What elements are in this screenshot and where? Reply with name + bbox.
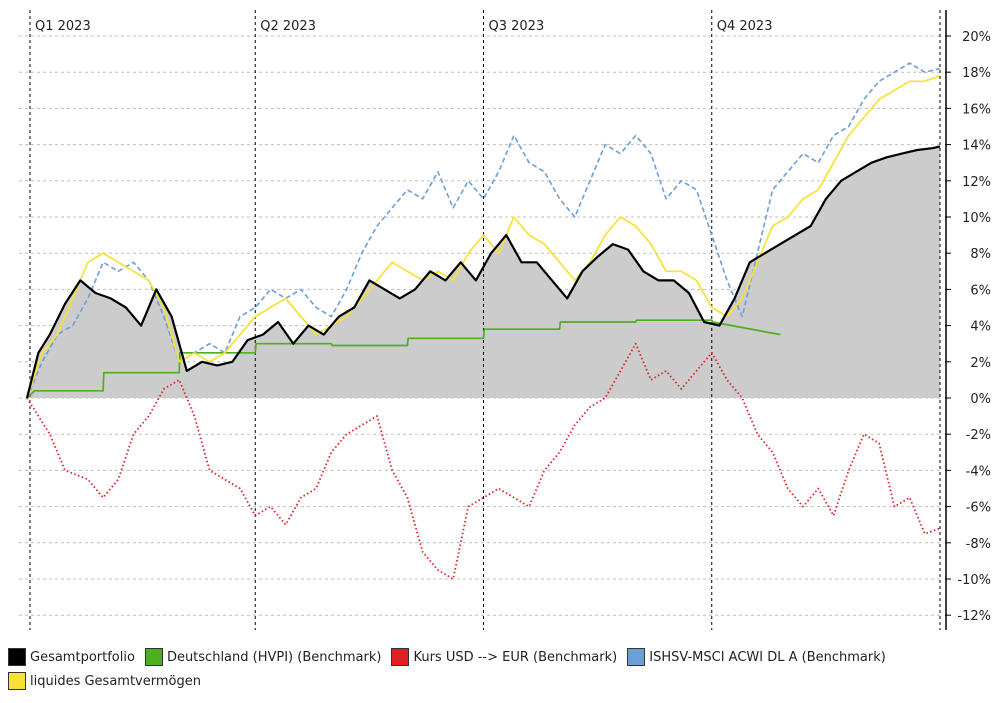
y-tick-label: 14% bbox=[962, 139, 991, 154]
series-line bbox=[26, 342, 941, 580]
axis-layer: 20% 18% 16% 14% 12% 10% 8% 6% 4% 2% 0% -2% -4% -6% -8%… bbox=[939, 10, 991, 630]
legend: Gesamtportfolio Deutschland (HVPI) (Bench… bbox=[8, 646, 993, 694]
legend-label: Gesamtportfolio bbox=[30, 649, 135, 665]
y-tick-label: -12% bbox=[957, 609, 991, 624]
quarter-label: Q1 2023 bbox=[35, 19, 91, 34]
y-tick-label: -10% bbox=[957, 573, 991, 588]
y-tick-label: 10% bbox=[962, 211, 991, 226]
legend-label: Deutschland (HVPI) (Benchmark) bbox=[166, 649, 382, 665]
chart: Q1 2023 Q2 2023 Q3 2023 Q4 2023 20% 18% 16% 14… bbox=[19, 10, 991, 630]
legend-item: Kurs USD --> EUR (Benchmark) bbox=[391, 646, 617, 668]
legend-label: Kurs USD --> EUR (Benchmark) bbox=[413, 649, 618, 665]
legend-item: liquides Gesamtvermögen bbox=[8, 670, 201, 692]
legend-swatch bbox=[8, 672, 26, 690]
legend-label: liquides Gesamtvermögen bbox=[30, 673, 201, 689]
series-line bbox=[26, 319, 781, 399]
y-tick-label: 16% bbox=[962, 102, 991, 117]
legend-swatch bbox=[8, 648, 26, 666]
y-tick-label: 0% bbox=[970, 392, 991, 407]
y-tick-label: 8% bbox=[970, 247, 991, 262]
y-tick-label: 18% bbox=[962, 66, 991, 81]
quarter-label: Q4 2023 bbox=[717, 19, 773, 34]
y-tick-label: -6% bbox=[966, 501, 991, 516]
y-tick-label: 2% bbox=[970, 356, 991, 371]
legend-item: Deutschland (HVPI) (Benchmark) bbox=[144, 646, 382, 668]
legend-swatch bbox=[144, 648, 163, 666]
series-layer bbox=[25, 62, 941, 580]
y-tick-label: -4% bbox=[966, 464, 991, 479]
legend-swatch bbox=[627, 648, 646, 666]
series-line bbox=[25, 145, 941, 399]
legend-item: Gesamtportfolio bbox=[8, 646, 135, 668]
quarter-label: Q2 2023 bbox=[260, 19, 316, 34]
quarter-label: Q3 2023 bbox=[489, 19, 545, 34]
y-tick-label: 20% bbox=[962, 30, 991, 45]
series-line bbox=[26, 75, 941, 399]
y-tick-label: -8% bbox=[966, 537, 991, 552]
legend-item: ISHSV-MSCI ACWI DL A (Benchmark) bbox=[627, 646, 886, 668]
y-tick-label: 4% bbox=[970, 320, 991, 335]
quarter-layer: Q1 2023 Q2 2023 Q3 2023 Q4 2023 bbox=[29, 10, 773, 630]
y-tick-label: -2% bbox=[966, 428, 991, 443]
legend-label: ISHSV-MSCI ACWI DL A (Benchmark) bbox=[649, 649, 886, 665]
y-tick-label: 6% bbox=[970, 283, 991, 298]
legend-swatch bbox=[391, 648, 410, 666]
y-tick-label: 12% bbox=[962, 175, 991, 190]
